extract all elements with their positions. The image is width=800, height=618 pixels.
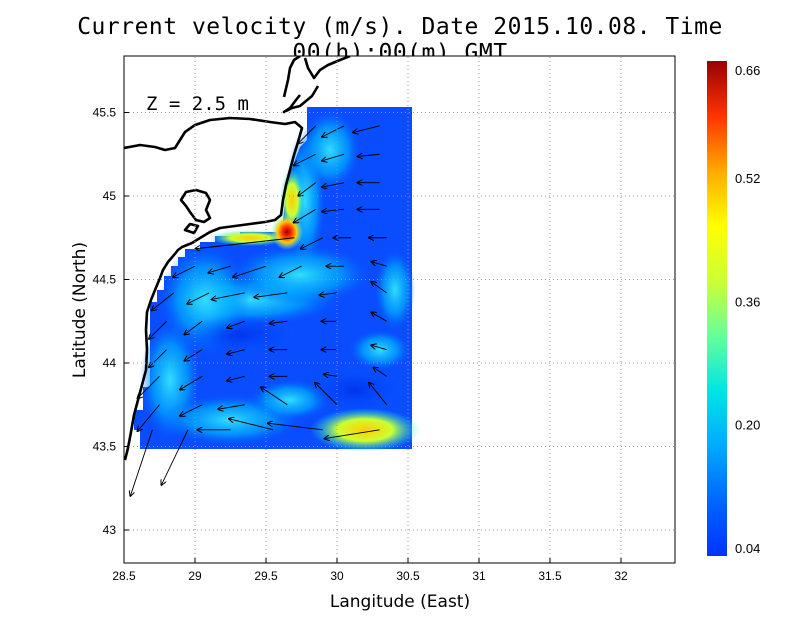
x-tick-label: 31.5 xyxy=(538,569,562,583)
velocity-arrow xyxy=(233,265,267,277)
velocity-arrow xyxy=(371,345,387,351)
velocity-arrow xyxy=(209,265,231,273)
velocity-vectors xyxy=(130,125,388,496)
colorbar-tick-label: 0.04 xyxy=(735,541,760,556)
velocity-arrow xyxy=(298,182,316,196)
velocity-arrow xyxy=(138,376,160,398)
y-tick-label: 44.5 xyxy=(93,273,117,287)
x-tick-label: 31 xyxy=(472,569,486,583)
gridlines xyxy=(123,57,674,563)
velocity-arrow xyxy=(322,182,345,187)
velocity-arrow xyxy=(149,349,167,368)
velocity-arrow xyxy=(212,292,245,300)
x-tick-label: 28.5 xyxy=(112,569,136,583)
y-tick-label: 43 xyxy=(103,523,117,537)
colorbar-tick-label: 0.52 xyxy=(735,171,760,186)
y-tick-label: 43.5 xyxy=(93,440,117,454)
x-tick-label: 29 xyxy=(188,569,202,583)
colorbar xyxy=(707,61,727,556)
velocity-arrow xyxy=(130,429,153,496)
velocity-arrow xyxy=(270,321,288,323)
y-tick-label: 45 xyxy=(103,189,117,203)
velocity-arrow xyxy=(195,237,295,249)
velocity-arrow xyxy=(180,375,203,389)
velocity-arrow xyxy=(315,383,338,406)
map-layer xyxy=(124,56,420,496)
velocity-arrow xyxy=(180,404,203,416)
coastline xyxy=(124,56,351,461)
velocity-arrow xyxy=(280,265,302,277)
x-tick-label: 32 xyxy=(614,569,628,583)
y-axis-ticks: 43 43.5 44 44.5 45 45.5 xyxy=(93,106,117,538)
x-tick-label: 30.5 xyxy=(396,569,420,583)
y-tick-label: 45.5 xyxy=(93,106,117,120)
velocity-arrow xyxy=(371,312,387,322)
chart-title: Current velocity (m/s). Date 2015.10.08.… xyxy=(77,14,723,66)
x-axis-ticks: 28.5 29 29.5 30 30.5 31 31.5 32 xyxy=(112,569,628,583)
velocity-arrow xyxy=(371,262,387,267)
velocity-arrow xyxy=(185,320,203,334)
velocity-arrow xyxy=(261,387,288,406)
velocity-arrow xyxy=(254,292,288,297)
velocity-arrow xyxy=(138,404,160,431)
y-tick-label: 44 xyxy=(103,356,117,370)
velocity-arrow xyxy=(152,292,174,311)
velocity-arrow xyxy=(149,320,167,339)
velocity-arrow xyxy=(322,209,345,211)
velocity-arrow xyxy=(353,125,380,133)
velocity-arrow xyxy=(227,349,245,354)
velocity-arrow xyxy=(374,368,387,377)
y-axis-label: Latitude (North) xyxy=(70,242,90,378)
depth-label: Z = 2.5 m xyxy=(146,93,249,115)
velocity-arrow xyxy=(173,265,196,277)
colorbar-labels: 0.66 0.52 0.36 0.20 0.04 xyxy=(735,63,760,556)
velocity-arrow xyxy=(162,429,189,485)
velocity-arrow xyxy=(324,374,338,376)
velocity-arrow xyxy=(185,349,203,361)
velocity-arrow xyxy=(227,320,245,328)
velocity-arrow xyxy=(294,208,316,222)
velocity-arrow xyxy=(218,404,245,409)
x-tick-label: 29.5 xyxy=(254,569,278,583)
velocity-arrow xyxy=(227,375,245,380)
x-axis-label: Langitude (East) xyxy=(330,592,470,612)
velocity-arrow xyxy=(371,282,387,294)
velocity-arrow xyxy=(369,383,388,406)
colorbar-tick-label: 0.20 xyxy=(735,418,760,433)
velocity-arrow xyxy=(229,419,274,431)
velocity-arrow xyxy=(298,125,317,144)
velocity-arrow xyxy=(325,429,380,439)
velocity-arrow xyxy=(294,153,316,165)
velocity-arrow xyxy=(268,423,323,431)
x-tick-label: 30 xyxy=(330,569,344,583)
velocity-arrow xyxy=(319,293,338,295)
velocity-arrow xyxy=(322,153,345,161)
velocity-arrow xyxy=(358,154,380,156)
velocity-arrow xyxy=(187,292,210,304)
velocity-arrow xyxy=(301,237,324,249)
colorbar-tick-label: 0.36 xyxy=(735,294,760,309)
colorbar-tick-label: 0.66 xyxy=(735,63,760,78)
velocity-arrow xyxy=(322,125,345,137)
